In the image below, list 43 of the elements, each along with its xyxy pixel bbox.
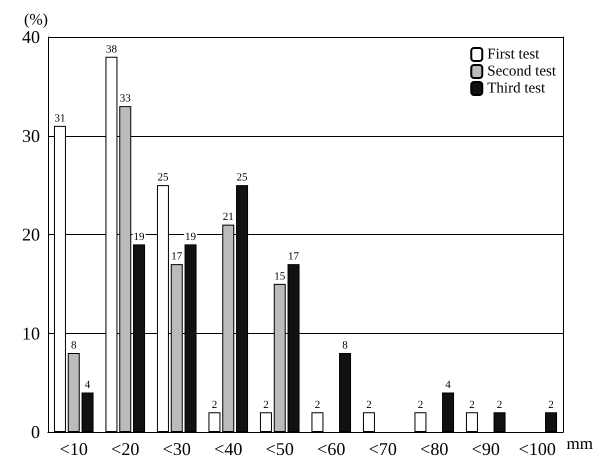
data-label: 2: [418, 398, 424, 411]
y-tick-label: 40: [22, 27, 40, 47]
data-label: 2: [366, 398, 372, 411]
data-label: 31: [54, 112, 66, 124]
data-label: 17: [171, 250, 183, 263]
y-tick-label: 10: [22, 323, 40, 344]
data-label: 8: [342, 340, 348, 352]
x-tick-label: <70: [368, 439, 397, 459]
data-label: 2: [263, 398, 269, 411]
x-tick-label: <60: [317, 439, 346, 459]
data-label: 2: [212, 398, 218, 411]
y-tick-label: 30: [22, 126, 40, 146]
y-tick-label: 0: [31, 422, 40, 442]
data-label: 2: [548, 398, 554, 411]
data-label: 2: [496, 398, 502, 411]
data-label: 19: [185, 230, 197, 243]
legend-label: Second test: [487, 64, 557, 80]
y-tick-label: 20: [22, 224, 40, 244]
y-axis-title: (%): [24, 12, 48, 29]
x-tick-label: <90: [472, 439, 500, 459]
data-label: 25: [236, 172, 248, 184]
data-label: 4: [445, 379, 452, 391]
x-tick-label: <100: [518, 439, 556, 459]
data-label: 8: [71, 340, 77, 352]
data-label: 4: [84, 379, 91, 391]
data-label: 33: [120, 92, 132, 105]
legend-label: First test: [487, 46, 540, 62]
data-label: 2: [469, 398, 475, 411]
data-label: 25: [157, 172, 169, 184]
x-tick-label: <80: [420, 439, 448, 459]
data-label: 2: [314, 398, 320, 411]
x-tick-label: <50: [266, 439, 294, 459]
x-tick-label: <10: [60, 439, 88, 459]
data-label: 19: [134, 230, 146, 243]
data-label: 38: [106, 43, 118, 56]
x-axis-title: mm: [566, 434, 594, 453]
x-tick-label: <40: [214, 439, 242, 459]
legend-label: Third test: [487, 80, 546, 96]
data-label: 15: [274, 270, 286, 282]
x-tick-label: <30: [162, 439, 191, 459]
data-label: 17: [288, 250, 300, 263]
data-label: 21: [222, 211, 234, 224]
x-tick-label: <20: [111, 439, 140, 459]
